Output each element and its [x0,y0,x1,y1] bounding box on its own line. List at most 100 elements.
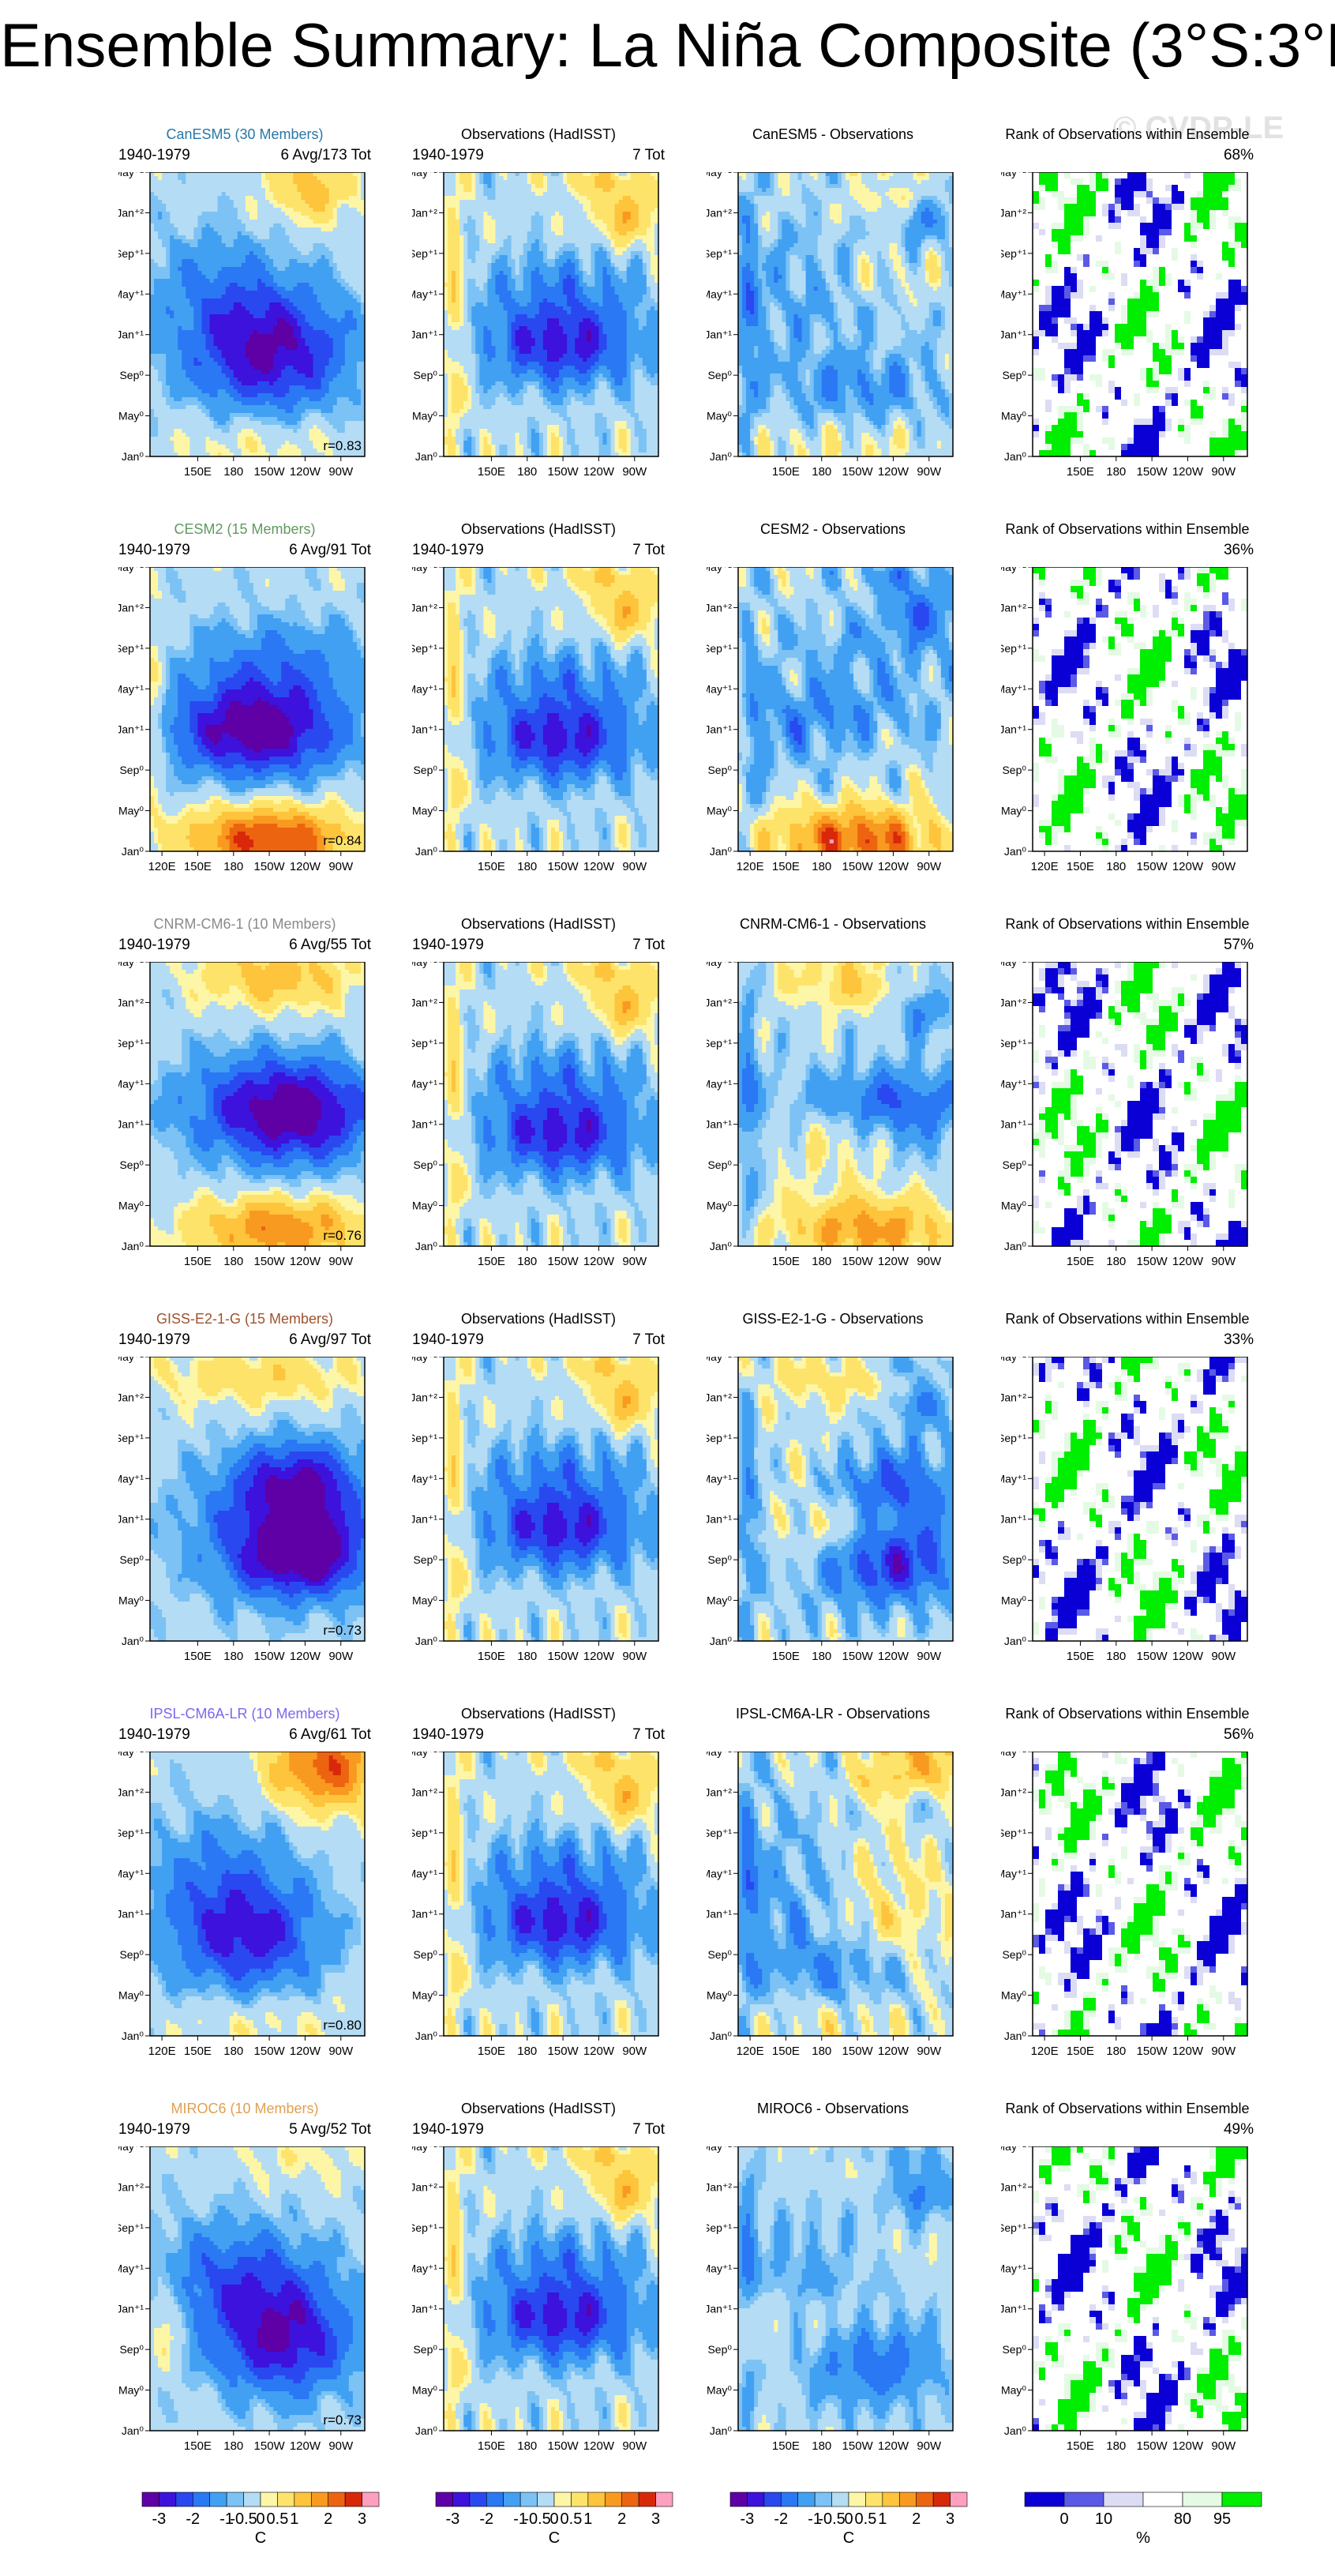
heatmap-cell [345,235,350,240]
heatmap-cell [579,172,583,177]
heatmap-cell [186,330,190,335]
heatmap-cell [297,425,302,430]
heatmap-cell [273,377,278,382]
heatmap-cell [313,322,318,327]
heatmap-cell [162,441,167,445]
heatmap-cell [218,251,223,256]
heatmap-cell [531,247,536,252]
heatmap-cell [242,377,246,382]
heatmap-cell [226,385,231,390]
heatmap-cell [353,421,358,426]
heatmap-cell [349,287,354,291]
heatmap-cell [345,295,350,299]
heatmap-cell [647,231,651,236]
heatmap-cell [234,401,238,406]
heatmap-cell [313,188,318,193]
heatmap-cell [206,381,211,386]
heatmap-cell [357,247,362,252]
heatmap-cell [150,437,155,441]
heatmap-cell [598,180,603,185]
heatmap-cell [170,247,174,252]
heatmap-cell [305,322,309,327]
heatmap-cell [602,176,607,181]
heatmap-cell [321,299,326,303]
heatmap-cell [345,346,350,351]
heatmap-cell [162,417,167,422]
heatmap-cell [635,204,639,208]
heatmap-cell [349,306,354,311]
heatmap-cell [182,449,186,453]
heatmap-cell [508,243,512,248]
heatmap-cell [182,255,186,260]
heatmap-cell [559,216,564,220]
heatmap-cell [475,208,480,212]
heatmap-cell [594,172,599,177]
heatmap-cell [459,216,464,220]
heatmap-cell [598,208,603,212]
heatmap-cell [277,413,282,418]
heatmap-cell [182,330,186,335]
heatmap-cell [325,401,330,406]
heatmap-cell [249,417,254,422]
heatmap-cell [341,188,346,193]
heatmap-cell [182,259,186,264]
heatmap-cell [333,318,338,323]
heatmap-cell [257,445,262,449]
heatmap-cell [246,429,250,434]
heatmap-cell [222,192,227,197]
heatmap-cell [456,223,460,228]
heatmap-cell [166,235,171,240]
heatmap-cell [281,283,286,287]
heatmap-cell [527,216,532,220]
heatmap-cell [193,180,198,185]
heatmap-cell [639,204,643,208]
heatmap-cell [218,192,223,197]
heatmap-cell [309,267,313,272]
heatmap-cell [555,208,560,212]
heatmap-cell [495,184,500,189]
heatmap-cell [301,381,306,386]
heatmap-cell [234,251,238,256]
heatmap-cell [242,247,246,252]
heatmap-cell [277,271,282,276]
heatmap-cell [547,212,552,216]
heatmap-cell [627,212,632,216]
heatmap-cell [349,429,354,434]
heatmap-cell [504,188,508,193]
heatmap-cell [197,326,202,331]
heatmap-cell [289,350,294,355]
heatmap-cell [337,314,342,319]
heatmap-cell [329,235,334,240]
heatmap-cell [253,247,258,252]
heatmap-cell [341,377,346,382]
heatmap-cell [246,204,250,208]
heatmap-cell [174,291,178,295]
heatmap-cell [309,429,313,434]
heatmap-cell [214,176,219,181]
heatmap-cell [543,247,548,252]
heatmap-cell [230,322,234,327]
heatmap-cell [611,200,616,205]
heatmap-cell [257,212,262,216]
heatmap-cell [170,449,174,453]
heatmap-cell [230,449,234,453]
heatmap-cell [479,231,484,236]
heatmap-cell [444,180,448,185]
heatmap-cell [269,287,274,291]
heatmap-cell [575,188,579,193]
heatmap-cell [166,200,171,205]
heatmap-cell [162,322,167,327]
heatmap-cell [317,227,322,232]
heatmap-cell [313,263,318,268]
heatmap-cell [170,370,174,374]
heatmap-cell [301,283,306,287]
heatmap-cell [567,204,572,208]
heatmap-cell [253,287,258,291]
heatmap-cell [162,267,167,272]
heatmap-cell [226,176,231,181]
heatmap-cell [479,192,484,197]
heatmap-cell [285,243,290,248]
heatmap-cell [495,196,500,201]
heatmap-cell [619,208,624,212]
heatmap-cell [305,216,309,220]
